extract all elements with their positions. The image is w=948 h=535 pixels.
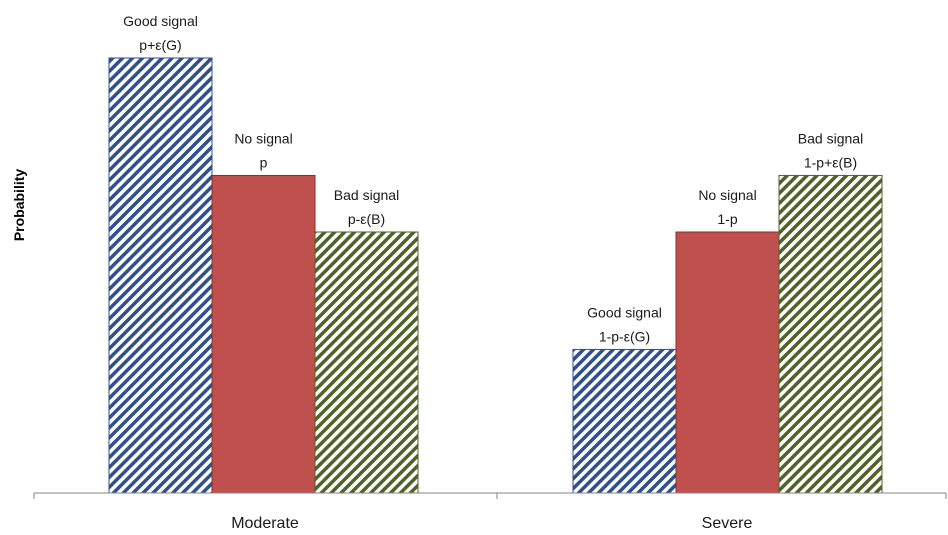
bar-label-bad-severe-line1: Bad signal: [798, 130, 863, 146]
bar-label-good-severe-line2: 1-p-ε(G): [599, 328, 650, 344]
y-axis-title: Probability: [11, 169, 27, 242]
bar-labels-group: Good signal p+ε(G) No signal p Bad signal p-ε…: [123, 13, 863, 344]
bar-bad-moderate: [314, 231, 419, 494]
bar-label-bad-severe-line2: 1-p+ε(B): [804, 154, 857, 170]
bar-label-none-moderate-line2: p: [260, 154, 268, 170]
bar-label-good-severe-line1: Good signal: [587, 304, 662, 320]
bar-label-none-severe-line2: 1-p: [717, 211, 737, 227]
bar-label-bad-moderate-line2: p-ε(B): [348, 211, 385, 227]
bar-good-moderate: [108, 57, 213, 494]
bar-good-severe: [572, 348, 677, 494]
bar-label-bad-moderate-line1: Bad signal: [334, 187, 399, 203]
bar-none-moderate: [211, 174, 316, 494]
category-label-moderate: Moderate: [231, 515, 299, 532]
bar-label-good-moderate-line2: p+ε(G): [139, 37, 181, 53]
bar-label-none-moderate-line1: No signal: [234, 130, 292, 146]
bar-label-good-moderate-line1: Good signal: [123, 13, 198, 29]
bar-label-none-severe-line1: No signal: [698, 187, 756, 203]
category-label-severe: Severe: [702, 515, 753, 532]
bar-none-severe: [675, 231, 780, 494]
bar-bad-severe: [778, 174, 883, 494]
bars-group: [108, 57, 883, 494]
